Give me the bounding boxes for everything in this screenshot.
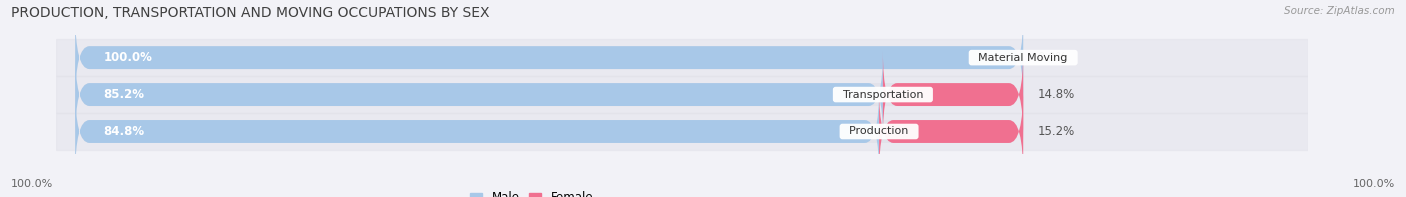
FancyBboxPatch shape <box>75 51 1024 138</box>
Text: Source: ZipAtlas.com: Source: ZipAtlas.com <box>1284 6 1395 16</box>
Text: 84.8%: 84.8% <box>104 125 145 138</box>
Text: 14.8%: 14.8% <box>1038 88 1074 101</box>
Text: 100.0%: 100.0% <box>1353 179 1395 189</box>
FancyBboxPatch shape <box>879 87 1024 176</box>
Bar <box>56 76 1308 113</box>
Text: 100.0%: 100.0% <box>104 51 152 64</box>
Bar <box>56 113 1308 150</box>
FancyBboxPatch shape <box>75 87 879 176</box>
FancyBboxPatch shape <box>75 14 1024 102</box>
Text: 85.2%: 85.2% <box>104 88 145 101</box>
Text: Production: Production <box>842 126 915 137</box>
Text: Transportation: Transportation <box>835 90 931 99</box>
Text: 100.0%: 100.0% <box>11 179 53 189</box>
FancyBboxPatch shape <box>883 51 1024 138</box>
Bar <box>56 39 1308 76</box>
Text: 15.2%: 15.2% <box>1038 125 1074 138</box>
Text: PRODUCTION, TRANSPORTATION AND MOVING OCCUPATIONS BY SEX: PRODUCTION, TRANSPORTATION AND MOVING OC… <box>11 6 489 20</box>
Legend: Male, Female: Male, Female <box>465 187 598 197</box>
FancyBboxPatch shape <box>75 51 883 138</box>
Text: 0.0%: 0.0% <box>1038 51 1067 64</box>
FancyBboxPatch shape <box>75 87 1024 176</box>
Text: Material Moving: Material Moving <box>972 53 1074 63</box>
FancyBboxPatch shape <box>75 14 1024 102</box>
